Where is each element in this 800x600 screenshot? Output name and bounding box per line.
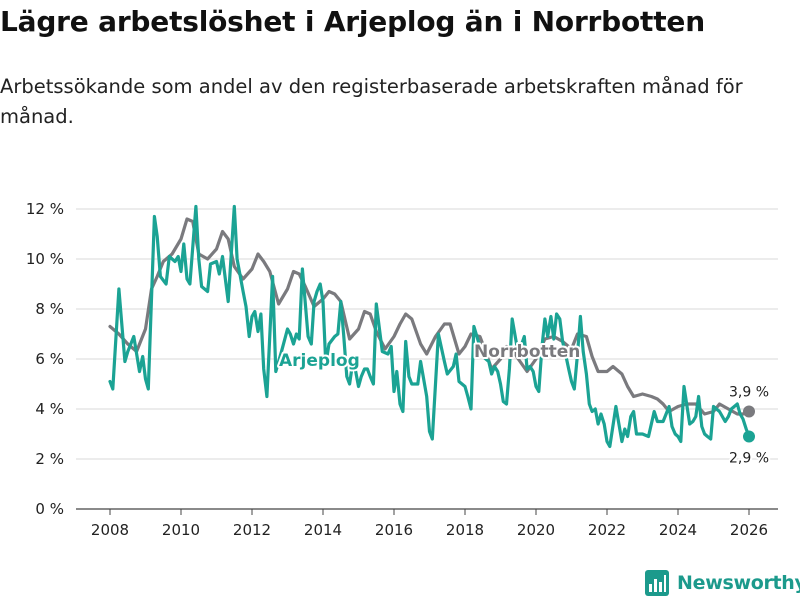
norrbotten-label: Norrbotten	[474, 342, 580, 362]
newsworthy-logo-icon	[645, 570, 669, 596]
y-tick-label: 10 %	[26, 250, 64, 268]
norrbotten-line	[108, 217, 751, 416]
y-tick-label: 8 %	[35, 300, 64, 318]
y-tick-label: 2 %	[35, 450, 64, 468]
series-lines	[108, 204, 755, 449]
arjeplog-end-dot	[743, 430, 755, 443]
chart-subtitle: Arbetssökande som andel av den registerb…	[0, 75, 743, 128]
y-tick-label: 0 %	[35, 500, 64, 518]
chart-title: Lägre arbetslöshet i Arjeplog än i Norrb…	[0, 5, 705, 38]
newsworthy-brand[interactable]: Newsworthy	[645, 566, 800, 600]
x-tick-label: 2014	[304, 521, 342, 539]
arjeplog-label: Arjeplog	[279, 351, 360, 371]
x-tick-label: 2024	[659, 521, 697, 539]
x-tick-label: 2008	[91, 521, 129, 539]
arjeplog-end-value: 2,9 %	[729, 451, 769, 467]
norrbotten-end-value: 3,9 %	[729, 385, 769, 401]
line-chart: 0 % 2 % 4 % 6 % 8 % 10 % 12 % 2008 2010 2012 2014…	[26, 200, 778, 539]
y-tick-label: 12 %	[26, 200, 64, 218]
brand-name: Newsworthy	[677, 572, 800, 594]
x-tick-label: 2016	[375, 521, 413, 539]
y-axis-ticks: 0 % 2 % 4 % 6 % 8 % 10 % 12 %	[26, 200, 64, 518]
series-labels: Norrbotten Arjeplog 3,9 % 2,9 %	[277, 340, 771, 469]
x-tick-label: 2020	[517, 521, 555, 539]
norrbotten-end-dot	[743, 405, 755, 418]
x-axis-ticks: 2008 2010 2012 2014 2016 2018 2020 2022 2024 2026	[91, 509, 768, 539]
x-tick-label: 2018	[446, 521, 484, 539]
arjeplog-line	[108, 204, 751, 449]
x-tick-label: 2010	[162, 521, 200, 539]
y-tick-label: 6 %	[35, 350, 64, 368]
x-tick-label: 2012	[233, 521, 271, 539]
x-tick-label: 2026	[730, 521, 768, 539]
x-tick-label: 2022	[588, 521, 626, 539]
y-tick-label: 4 %	[35, 400, 64, 418]
